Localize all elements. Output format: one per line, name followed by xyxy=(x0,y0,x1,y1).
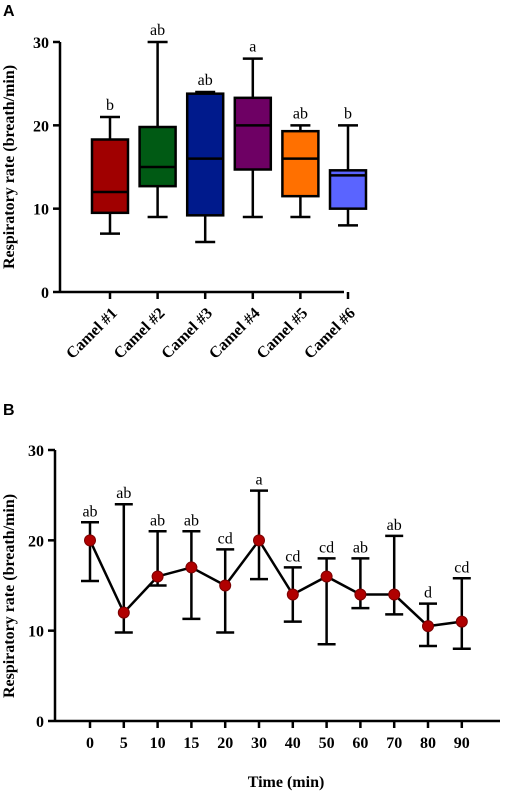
significance-letter: cd xyxy=(454,559,469,576)
significance-letter: a xyxy=(255,472,262,489)
y-tick-label: 0 xyxy=(36,714,44,731)
significance-letter: b xyxy=(344,105,352,122)
y-tick-label: 0 xyxy=(41,285,49,302)
box-iqr xyxy=(233,96,273,171)
data-point xyxy=(117,606,130,619)
panel-a-label: A xyxy=(3,3,15,20)
significance-letter: cd xyxy=(285,548,300,565)
x-tick-label: 60 xyxy=(352,735,368,752)
x-tick-label: 20 xyxy=(217,735,233,752)
significance-letter: ab xyxy=(82,503,97,520)
x-tick-label: 30 xyxy=(251,735,267,752)
panel-a-y-axis-label: Respiratory rate (breath/min) xyxy=(1,65,18,269)
significance-letter: ab xyxy=(150,512,165,529)
significance-letter: cd xyxy=(319,539,334,556)
significance-letter: b xyxy=(106,97,114,114)
data-point xyxy=(320,570,333,583)
x-tick-label: Camel #2 xyxy=(111,305,169,363)
significance-letter: ab xyxy=(150,22,165,39)
data-point xyxy=(84,534,96,547)
data-point xyxy=(219,579,232,592)
significance-letter: ab xyxy=(184,512,199,529)
data-point xyxy=(286,588,299,601)
x-tick-label: 10 xyxy=(150,735,166,752)
data-point xyxy=(354,588,367,601)
box-iqr xyxy=(138,125,177,188)
significance-letter: a xyxy=(249,39,256,56)
box-iqr xyxy=(185,92,225,217)
panel-b-label: B xyxy=(3,402,15,419)
box-iqr xyxy=(281,129,320,198)
x-tick-label: 40 xyxy=(285,735,301,752)
data-point xyxy=(151,570,164,583)
significance-letter: ab xyxy=(387,517,402,534)
data-point xyxy=(388,588,401,601)
significance-letter: cd xyxy=(218,530,233,547)
x-tick-label: Camel #1 xyxy=(63,305,121,363)
x-tick-label: 70 xyxy=(386,735,402,752)
panel-b-y-axis-label: Respiratory rate (breath/min) xyxy=(1,494,18,698)
x-tick-label: 15 xyxy=(183,735,199,752)
data-point xyxy=(455,615,468,628)
x-tick-label: Camel #3 xyxy=(158,305,216,363)
series-line xyxy=(88,538,462,628)
box-iqr xyxy=(90,138,130,215)
data-point xyxy=(185,561,198,574)
significance-letter: d xyxy=(424,585,432,602)
x-tick-label: Camel #5 xyxy=(254,305,312,363)
x-tick-label: 0 xyxy=(86,735,94,752)
y-tick-label: 30 xyxy=(33,35,49,52)
x-tick-label: 80 xyxy=(420,735,436,752)
y-tick-label: 20 xyxy=(33,118,49,135)
y-tick-label: 30 xyxy=(28,443,44,460)
x-tick-label: 50 xyxy=(319,735,335,752)
x-tick-label: Camel #6 xyxy=(301,305,359,363)
significance-letter: ab xyxy=(293,105,308,122)
data-point xyxy=(253,534,265,547)
panel-b-line-plot: 0 10 20 30 0 5 10 15 20 30 40 50 60 70 80 90 ab ab ab ab cd a… xyxy=(28,443,500,752)
significance-letter: ab xyxy=(116,485,131,502)
x-tick-label: 5 xyxy=(120,735,128,752)
box-iqr xyxy=(328,169,368,210)
panel-b-x-axis-label: Time (min) xyxy=(248,774,325,791)
data-point xyxy=(422,620,434,633)
y-tick-label: 10 xyxy=(33,202,49,219)
x-tick-label: 90 xyxy=(454,735,470,752)
y-tick-label: 10 xyxy=(28,624,44,641)
significance-letter: ab xyxy=(198,72,213,89)
y-tick-label: 20 xyxy=(28,533,44,550)
significance-letter: ab xyxy=(353,539,368,556)
x-tick-label: Camel #4 xyxy=(206,305,264,363)
